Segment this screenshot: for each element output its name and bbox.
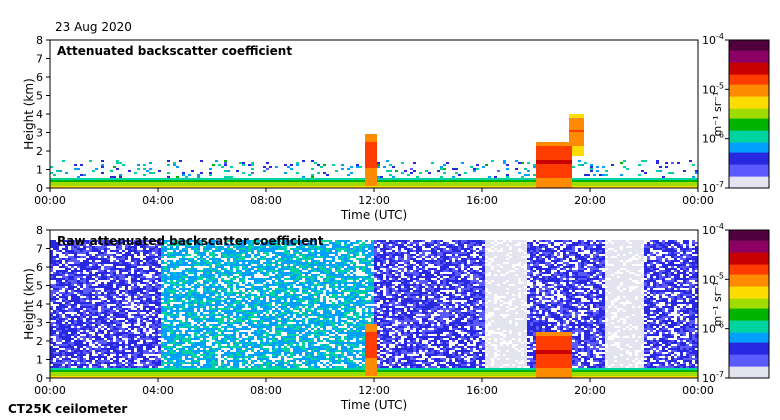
y-tick-label: 5 <box>36 90 43 103</box>
x-tick-label: 08:00 <box>250 384 282 397</box>
x-tick-label: 00:00 <box>34 194 66 207</box>
y-axis-label: Height (km) <box>22 78 36 149</box>
heatmap-cells <box>50 240 698 378</box>
panel-title: Raw attenuated backscatter coefficient <box>57 234 324 248</box>
colorbar-tick-label: 10-5 <box>702 81 724 96</box>
colorbar-frame <box>728 39 770 189</box>
x-tick-label: 00:00 <box>682 384 714 397</box>
y-tick-label: 8 <box>36 34 43 47</box>
x-axis-label: Time (UTC) <box>340 208 407 222</box>
heatmap-cells <box>50 114 698 188</box>
colorbar: 10-7 10-6 10-5 10-4 m⁻¹ sr⁻¹ <box>702 32 770 195</box>
y-tick-label: 5 <box>36 280 43 293</box>
y-tick-label: 7 <box>36 243 43 256</box>
colorbar-tick-label: 10-4 <box>702 32 724 47</box>
colorbar-unit-label: m⁻¹ sr⁻¹ <box>711 282 724 327</box>
colorbar-tick-label: 10-6 <box>702 131 724 146</box>
y-tick-label: 0 <box>36 372 43 385</box>
y-tick-label: 6 <box>36 261 43 274</box>
colorbar-tick-label: 10-7 <box>702 370 724 385</box>
y-tick-label: 3 <box>36 127 43 140</box>
y-axis-label: Height (km) <box>22 268 36 339</box>
colorbar-tick-label: 10-4 <box>702 222 724 237</box>
x-tick-label: 00:00 <box>34 384 66 397</box>
x-tick-label: 04:00 <box>142 384 174 397</box>
y-tick-label: 4 <box>36 108 43 121</box>
y-tick-label: 0 <box>36 182 43 195</box>
panel-title: Attenuated backscatter coefficient <box>57 44 292 58</box>
y-tick-label: 6 <box>36 71 43 84</box>
y-tick-label: 8 <box>36 224 43 237</box>
x-tick-label: 16:00 <box>466 194 498 207</box>
y-tick-label: 4 <box>36 298 43 311</box>
panel-2: 0 1 2 3 4 5 6 7 8 00:00 04:00 08:00 12:00 16:00 20:00 0… <box>22 222 770 412</box>
x-tick-label: 16:00 <box>466 384 498 397</box>
colorbar-tick-label: 10-6 <box>702 321 724 336</box>
colorbar-tick-label: 10-7 <box>702 180 724 195</box>
panel-1: 0 1 2 3 4 5 6 7 8 00:00 04:00 08:00 12:00 16:00 20:00 0… <box>22 32 770 222</box>
colorbar-unit-label: m⁻¹ sr⁻¹ <box>711 92 724 137</box>
y-tick-label: 3 <box>36 317 43 330</box>
y-tick-label: 2 <box>36 145 43 158</box>
colorbar: 10-7 10-6 10-5 10-4 m⁻¹ sr⁻¹ <box>702 222 770 385</box>
y-tick-label: 7 <box>36 53 43 66</box>
instrument-label: CT25K ceilometer <box>8 402 128 416</box>
y-tick-label: 2 <box>36 335 43 348</box>
x-tick-label: 08:00 <box>250 194 282 207</box>
y-tick-label: 1 <box>36 354 43 367</box>
colorbar-frame <box>728 229 770 379</box>
x-tick-label: 12:00 <box>358 384 390 397</box>
x-tick-label: 12:00 <box>358 194 390 207</box>
x-tick-label: 04:00 <box>142 194 174 207</box>
x-tick-label: 00:00 <box>682 194 714 207</box>
x-tick-label: 20:00 <box>574 194 606 207</box>
date-label: 23 Aug 2020 <box>55 20 132 34</box>
x-tick-label: 20:00 <box>574 384 606 397</box>
colorbar-tick-label: 10-5 <box>702 271 724 286</box>
x-axis-label: Time (UTC) <box>340 398 407 412</box>
y-tick-label: 1 <box>36 164 43 177</box>
